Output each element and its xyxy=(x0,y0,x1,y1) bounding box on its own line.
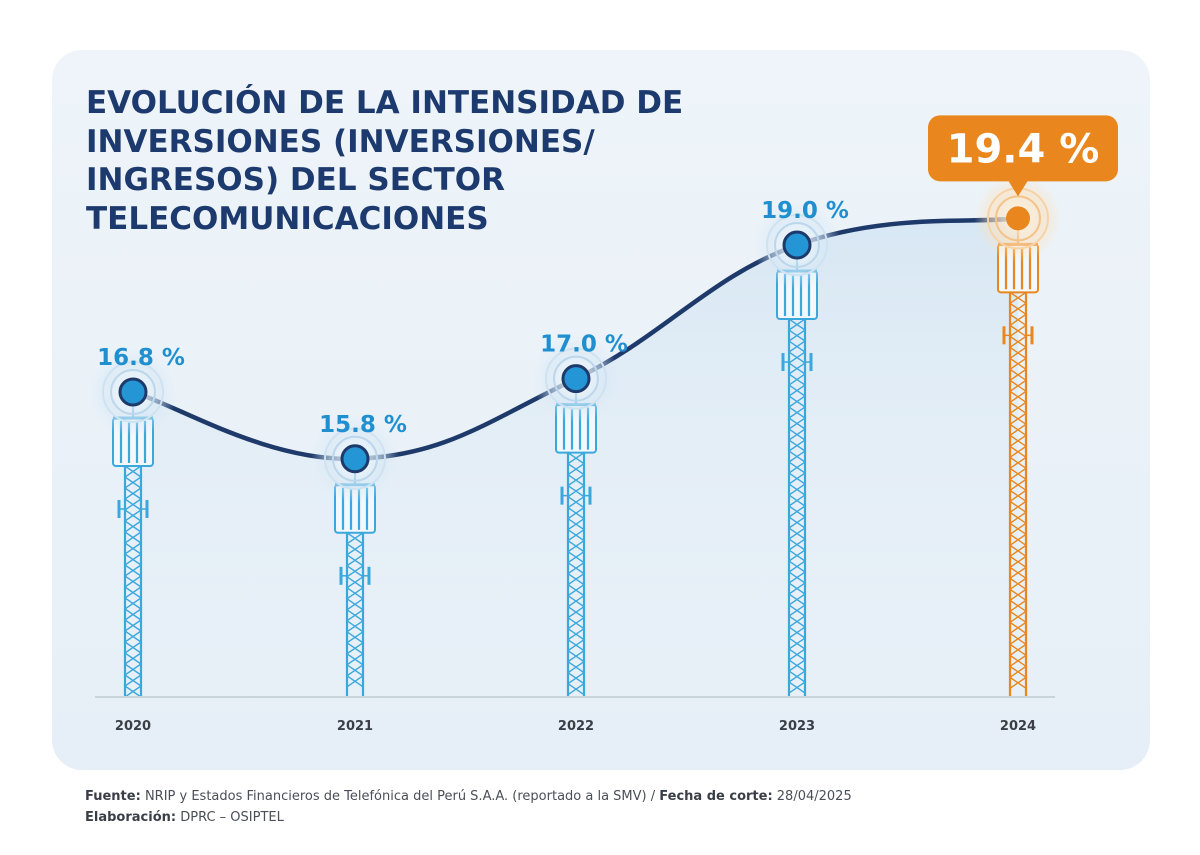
x-tick-2022: 2022 xyxy=(558,719,594,734)
value-label-2021: 15.8 % xyxy=(319,412,407,438)
value-label-2022: 17.0 % xyxy=(540,332,628,358)
x-tick-2021: 2021 xyxy=(337,719,373,734)
point-2023 xyxy=(753,201,841,290)
source-text: NRIP y Estados Financieros de Telefónica… xyxy=(144,789,656,804)
point-2022 xyxy=(532,334,620,423)
elaboration-text: DPRC – OSIPTEL xyxy=(180,810,284,825)
point-2024 xyxy=(974,174,1062,263)
x-tick-2023: 2023 xyxy=(779,719,815,734)
value-label-2023: 19.0 % xyxy=(761,198,849,224)
cutoff-text: 28/04/2025 xyxy=(776,789,852,804)
source-label: Fuente: xyxy=(85,789,141,804)
value-label-2024: 19.4 % xyxy=(947,126,1100,172)
value-callout-2024: 19.4 % xyxy=(928,115,1118,197)
point-2020 xyxy=(89,348,177,436)
chart-title: EVOLUCIÓN DE LA INTENSIDAD DE INVERSIONE… xyxy=(86,85,684,237)
footer-elaboration: Elaboración: DPRC – OSIPTEL xyxy=(85,810,1085,825)
value-label-2020: 16.8 % xyxy=(97,345,185,371)
cutoff-label: Fecha de corte: xyxy=(659,789,773,804)
footer-source: Fuente: NRIP y Estados Financieros de Te… xyxy=(85,789,1085,804)
x-tick-2024: 2024 xyxy=(1000,719,1036,734)
elaboration-label: Elaboración: xyxy=(85,810,177,825)
point-2021 xyxy=(311,414,399,503)
x-tick-2020: 2020 xyxy=(115,719,151,734)
